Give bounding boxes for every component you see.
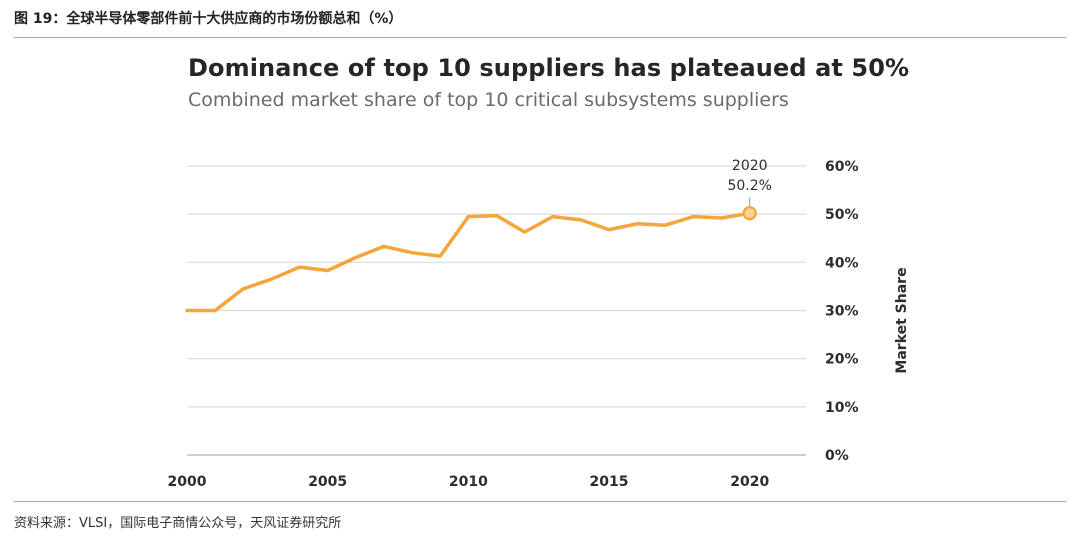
x-tick-label: 2020 bbox=[730, 474, 769, 490]
y-tick-label: 20% bbox=[825, 352, 859, 368]
chart-title: Dominance of top 10 suppliers has platea… bbox=[188, 54, 910, 82]
annotation-layer: 2020 50.2% bbox=[727, 158, 772, 221]
series-line bbox=[185, 211, 752, 313]
y-axis-title: Market Share bbox=[894, 267, 910, 373]
y-tick-label: 40% bbox=[825, 255, 859, 271]
annotation-value: 50.2% bbox=[727, 178, 771, 194]
x-tick-label: 2005 bbox=[308, 474, 347, 490]
bottom-divider bbox=[14, 501, 1066, 502]
annotation-marker bbox=[742, 206, 757, 221]
y-tick-label: 50% bbox=[825, 207, 859, 223]
x-tick-label: 2015 bbox=[590, 474, 629, 490]
y-tick-label: 10% bbox=[825, 400, 859, 416]
figure-caption: 图 19：全球半导体零部件前十大供应商的市场份额总和（%） bbox=[14, 11, 403, 27]
top-divider bbox=[14, 37, 1066, 38]
x-tick-label: 2000 bbox=[168, 474, 207, 490]
annotation-year: 2020 bbox=[732, 158, 768, 174]
x-tick-label: 2010 bbox=[449, 474, 488, 490]
gridlines bbox=[187, 165, 806, 456]
y-tick-label: 30% bbox=[825, 304, 859, 320]
chart-subtitle: Combined market share of top 10 critical… bbox=[188, 89, 789, 111]
x-axis-ticks: 2000 2005 2010 2015 2020 bbox=[168, 474, 770, 490]
y-axis-ticks: 0% 10% 20% 30% 40% 50% 60% bbox=[825, 159, 859, 464]
series-layer bbox=[185, 211, 752, 313]
y-tick-label: 0% bbox=[825, 448, 849, 464]
source-note: 资料来源：VLSI，国际电子商情公众号，天风证券研究所 bbox=[14, 516, 342, 531]
y-tick-label: 60% bbox=[825, 159, 859, 175]
